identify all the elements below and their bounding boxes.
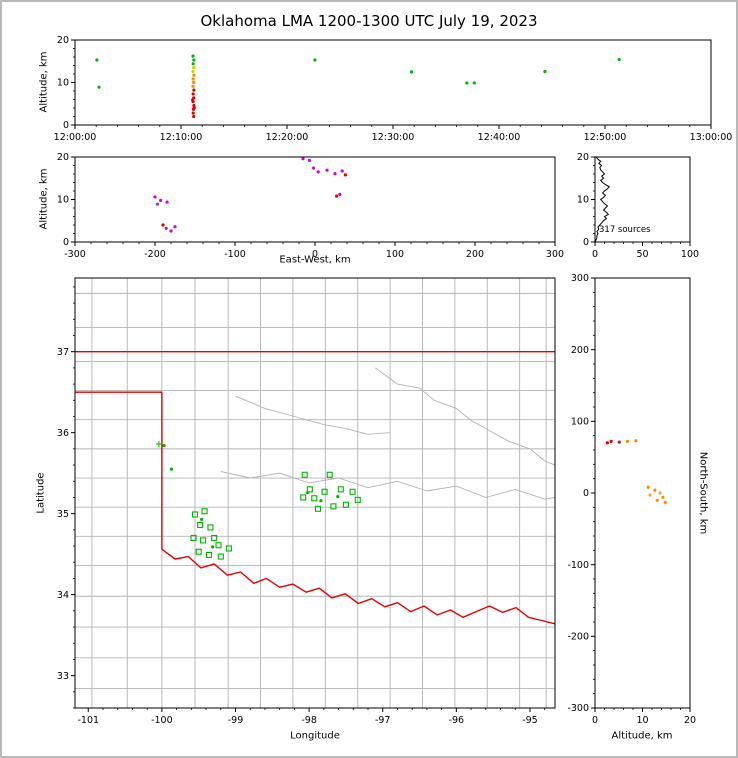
svg-text:100: 100 <box>386 249 404 260</box>
svg-text:0: 0 <box>583 237 589 248</box>
svg-text:0: 0 <box>592 715 598 726</box>
svg-text:200: 200 <box>571 345 589 356</box>
svg-text:20: 20 <box>57 152 69 163</box>
svg-text:200: 200 <box>466 249 484 260</box>
svg-text:12:10:00: 12:10:00 <box>160 132 203 143</box>
svg-text:33: 33 <box>57 671 69 682</box>
svg-text:100: 100 <box>571 417 589 428</box>
svg-text:-100: -100 <box>224 249 246 260</box>
ylabel-latitude: Latitude <box>35 472 47 514</box>
svg-text:20: 20 <box>684 715 696 726</box>
svg-text:20: 20 <box>57 35 69 46</box>
svg-text:10: 10 <box>636 715 648 726</box>
svg-text:300: 300 <box>546 249 564 260</box>
svg-text:10: 10 <box>577 195 589 206</box>
svg-text:-101: -101 <box>77 715 99 726</box>
svg-text:-97: -97 <box>375 715 391 726</box>
svg-text:-300: -300 <box>64 249 86 260</box>
svg-text:36: 36 <box>57 428 69 439</box>
svg-text:-200: -200 <box>567 632 589 643</box>
svg-text:12:40:00: 12:40:00 <box>478 132 521 143</box>
xlabel-altitude-ns-panel: Altitude, km <box>611 730 673 742</box>
svg-text:-96: -96 <box>449 715 465 726</box>
svg-text:300: 300 <box>571 273 589 284</box>
svg-text:0: 0 <box>63 237 69 248</box>
sources-count-annotation: 317 sources <box>599 225 651 235</box>
svg-text:13:00:00: 13:00:00 <box>690 132 733 143</box>
svg-text:0: 0 <box>583 488 589 499</box>
svg-text:12:50:00: 12:50:00 <box>584 132 627 143</box>
svg-text:50: 50 <box>636 249 648 260</box>
ylabel-altitude-top-panel: Altitude, km <box>38 51 50 113</box>
svg-text:20: 20 <box>577 152 589 163</box>
svg-text:-95: -95 <box>522 715 538 726</box>
svg-text:-98: -98 <box>301 715 317 726</box>
svg-text:0: 0 <box>312 249 318 260</box>
svg-text:100: 100 <box>681 249 699 260</box>
svg-text:10: 10 <box>57 195 69 206</box>
svg-text:-100: -100 <box>151 715 173 726</box>
svg-text:35: 35 <box>57 509 69 520</box>
svg-text:10: 10 <box>57 78 69 89</box>
svg-text:-300: -300 <box>567 703 589 714</box>
svg-text:37: 37 <box>57 347 69 358</box>
svg-text:-200: -200 <box>144 249 166 260</box>
svg-text:-99: -99 <box>228 715 244 726</box>
xlabel-east-west: East-West, km <box>279 254 351 266</box>
svg-text:0: 0 <box>592 249 598 260</box>
ylabel-altitude-ew-panel: Altitude, km <box>38 168 50 230</box>
svg-text:34: 34 <box>57 590 69 601</box>
ylabel-north-south: North-South, km <box>697 451 709 535</box>
svg-text:12:00:00: 12:00:00 <box>54 132 97 143</box>
svg-text:12:20:00: 12:20:00 <box>266 132 309 143</box>
svg-text:0: 0 <box>63 120 69 131</box>
xlabel-longitude: Longitude <box>290 730 340 742</box>
svg-text:-100: -100 <box>567 560 589 571</box>
chart-title: Oklahoma LMA 1200-1300 UTC July 19, 2023 <box>200 12 538 30</box>
svg-text:12:30:00: 12:30:00 <box>372 132 415 143</box>
